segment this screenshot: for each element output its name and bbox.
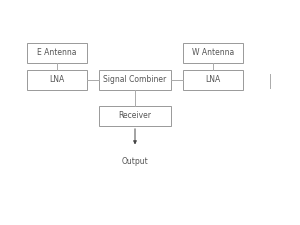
Text: LNA: LNA: [50, 75, 64, 84]
Text: Receiver: Receiver: [118, 111, 152, 120]
Bar: [27, 70, 87, 90]
Text: Signal Combiner: Signal Combiner: [103, 75, 166, 84]
Text: LNA: LNA: [206, 75, 220, 84]
Bar: [183, 70, 243, 90]
Bar: [99, 70, 171, 90]
Bar: [99, 106, 171, 126]
Text: Output: Output: [122, 158, 148, 166]
Text: W Antenna: W Antenna: [192, 48, 234, 57]
Bar: [27, 43, 87, 63]
Bar: [183, 43, 243, 63]
Text: E Antenna: E Antenna: [37, 48, 77, 57]
